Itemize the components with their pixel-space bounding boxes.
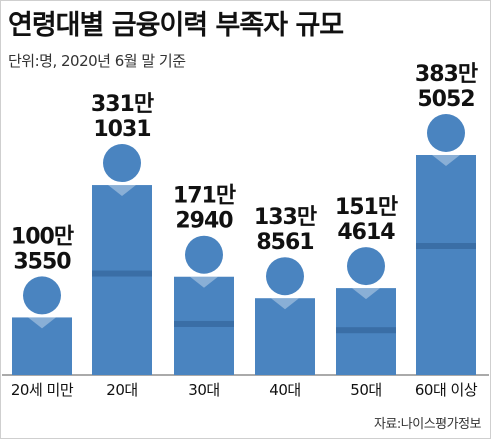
category-label-5: 60대 이상 xyxy=(415,381,478,399)
bar-head-2 xyxy=(185,235,223,274)
data-label-top-3: 133만 xyxy=(254,205,317,230)
data-label-top-0: 100만 xyxy=(11,224,74,249)
bar-body-3 xyxy=(255,298,315,375)
data-label-bottom-5: 5052 xyxy=(417,87,474,112)
chart-title: 연령대별 금융이력 부족자 규모 xyxy=(8,10,344,41)
bar-collar-5 xyxy=(432,155,460,166)
data-label-top-2: 171만 xyxy=(173,184,236,209)
bar-collar-0 xyxy=(28,317,56,329)
bar-head-0 xyxy=(23,276,61,315)
bar-collar-2 xyxy=(190,276,218,288)
bar-belt-4 xyxy=(336,327,396,334)
category-label-3: 40대 xyxy=(269,381,300,399)
bar-belt-1 xyxy=(92,270,152,277)
bar-head-1 xyxy=(103,144,141,183)
bar-body-0 xyxy=(12,317,72,375)
bar-body-5 xyxy=(416,155,476,375)
bar-belt-5 xyxy=(416,243,476,249)
category-label-1: 20대 xyxy=(106,381,137,399)
category-label-4: 50대 xyxy=(350,381,381,399)
category-label-0: 20세 미만 xyxy=(11,381,74,399)
data-label-bottom-2: 2940 xyxy=(175,209,233,234)
data-label-bottom-4: 4614 xyxy=(337,220,395,245)
chart-subtitle: 단위:명, 2020년 6월 말 기준 xyxy=(8,52,186,70)
source-note: 자료:나이스평가정보 xyxy=(373,417,482,432)
bar-collar-3 xyxy=(271,298,299,310)
bar-head-3 xyxy=(266,257,304,296)
bar-body-1 xyxy=(92,185,152,375)
bar-belt-2 xyxy=(174,320,234,327)
data-label-bottom-0: 3550 xyxy=(13,249,71,274)
bar-collar-4 xyxy=(352,288,380,300)
data-label-bottom-1: 1031 xyxy=(93,117,150,142)
bar-collar-1 xyxy=(108,185,136,197)
data-label-top-4: 151만 xyxy=(335,195,398,220)
data-label-top-5: 383만 xyxy=(415,62,478,87)
data-label-bottom-3: 8561 xyxy=(256,230,313,255)
data-label-top-1: 331만 xyxy=(91,92,154,117)
category-label-2: 30대 xyxy=(188,381,219,399)
bar-head-5 xyxy=(427,114,465,152)
bar-head-4 xyxy=(347,247,385,286)
